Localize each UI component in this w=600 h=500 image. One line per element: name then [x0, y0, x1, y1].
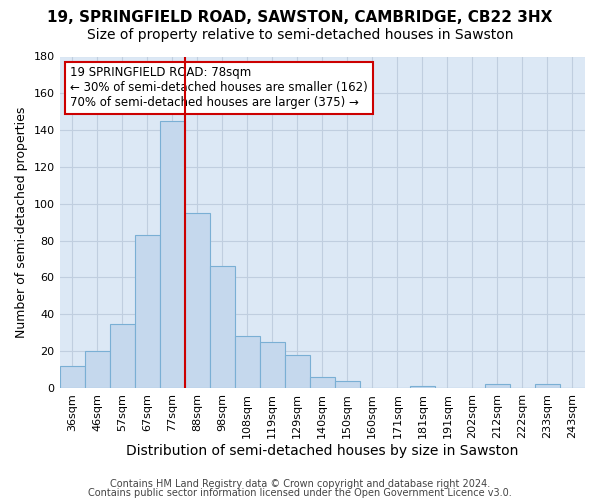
- Bar: [285, 355, 310, 388]
- Bar: [59, 366, 85, 388]
- Bar: [134, 235, 160, 388]
- Bar: [335, 380, 360, 388]
- Bar: [85, 351, 110, 388]
- Bar: [410, 386, 435, 388]
- Bar: [485, 384, 510, 388]
- Text: Contains HM Land Registry data © Crown copyright and database right 2024.: Contains HM Land Registry data © Crown c…: [110, 479, 490, 489]
- Bar: [310, 377, 335, 388]
- Bar: [209, 266, 235, 388]
- Bar: [110, 324, 134, 388]
- Bar: [260, 342, 285, 388]
- Y-axis label: Number of semi-detached properties: Number of semi-detached properties: [15, 106, 28, 338]
- Bar: [235, 336, 260, 388]
- Text: Size of property relative to semi-detached houses in Sawston: Size of property relative to semi-detach…: [87, 28, 513, 42]
- Text: 19, SPRINGFIELD ROAD, SAWSTON, CAMBRIDGE, CB22 3HX: 19, SPRINGFIELD ROAD, SAWSTON, CAMBRIDGE…: [47, 10, 553, 25]
- Text: 19 SPRINGFIELD ROAD: 78sqm
← 30% of semi-detached houses are smaller (162)
70% o: 19 SPRINGFIELD ROAD: 78sqm ← 30% of semi…: [70, 66, 368, 110]
- Bar: [185, 213, 209, 388]
- Text: Contains public sector information licensed under the Open Government Licence v3: Contains public sector information licen…: [88, 488, 512, 498]
- Bar: [160, 121, 185, 388]
- X-axis label: Distribution of semi-detached houses by size in Sawston: Distribution of semi-detached houses by …: [126, 444, 518, 458]
- Bar: [535, 384, 560, 388]
